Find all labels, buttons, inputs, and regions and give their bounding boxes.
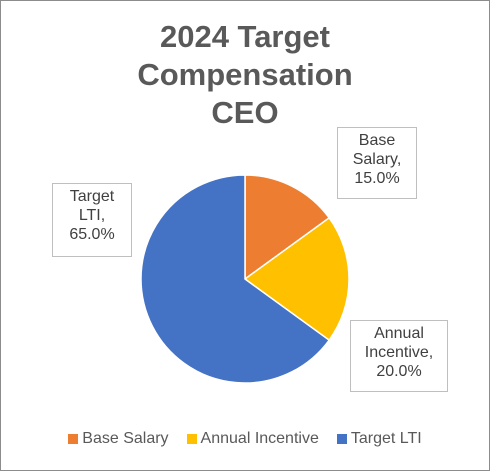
- legend-swatch-base-salary: [68, 434, 79, 444]
- legend-item-base-salary[interactable]: Base Salary: [68, 430, 169, 448]
- legend-item-annual-incentive[interactable]: Annual Incentive: [186, 430, 319, 448]
- legend-swatch-annual-incentive: [186, 434, 197, 444]
- legend-label-base-salary: Base Salary: [82, 430, 169, 447]
- pie-slice-annual-incentive[interactable]: [243, 216, 350, 342]
- callout-annual-incentive: Annual Incentive, 20.0%: [350, 320, 448, 392]
- chart-legend: Base Salary Annual Incentive Target LTI: [0, 430, 490, 448]
- chart-title: 2024 Target Compensation CEO: [95, 18, 395, 132]
- callout-target-lti: Target LTI, 65.0%: [52, 183, 132, 257]
- legend-swatch-target-lti: [336, 434, 347, 444]
- legend-label-target-lti: Target LTI: [350, 430, 422, 447]
- title-line-3: CEO: [211, 95, 279, 130]
- title-line-1: 2024 Target: [159, 19, 330, 54]
- pie-slice-base-salary[interactable]: [244, 174, 331, 281]
- pie-slice-target-lti[interactable]: [140, 174, 331, 384]
- legend-label-annual-incentive: Annual Incentive: [200, 430, 319, 447]
- legend-item-target-lti[interactable]: Target LTI: [336, 430, 422, 448]
- title-line-2: Compensation: [137, 57, 353, 92]
- callout-base-salary: Base Salary, 15.0%: [337, 127, 417, 199]
